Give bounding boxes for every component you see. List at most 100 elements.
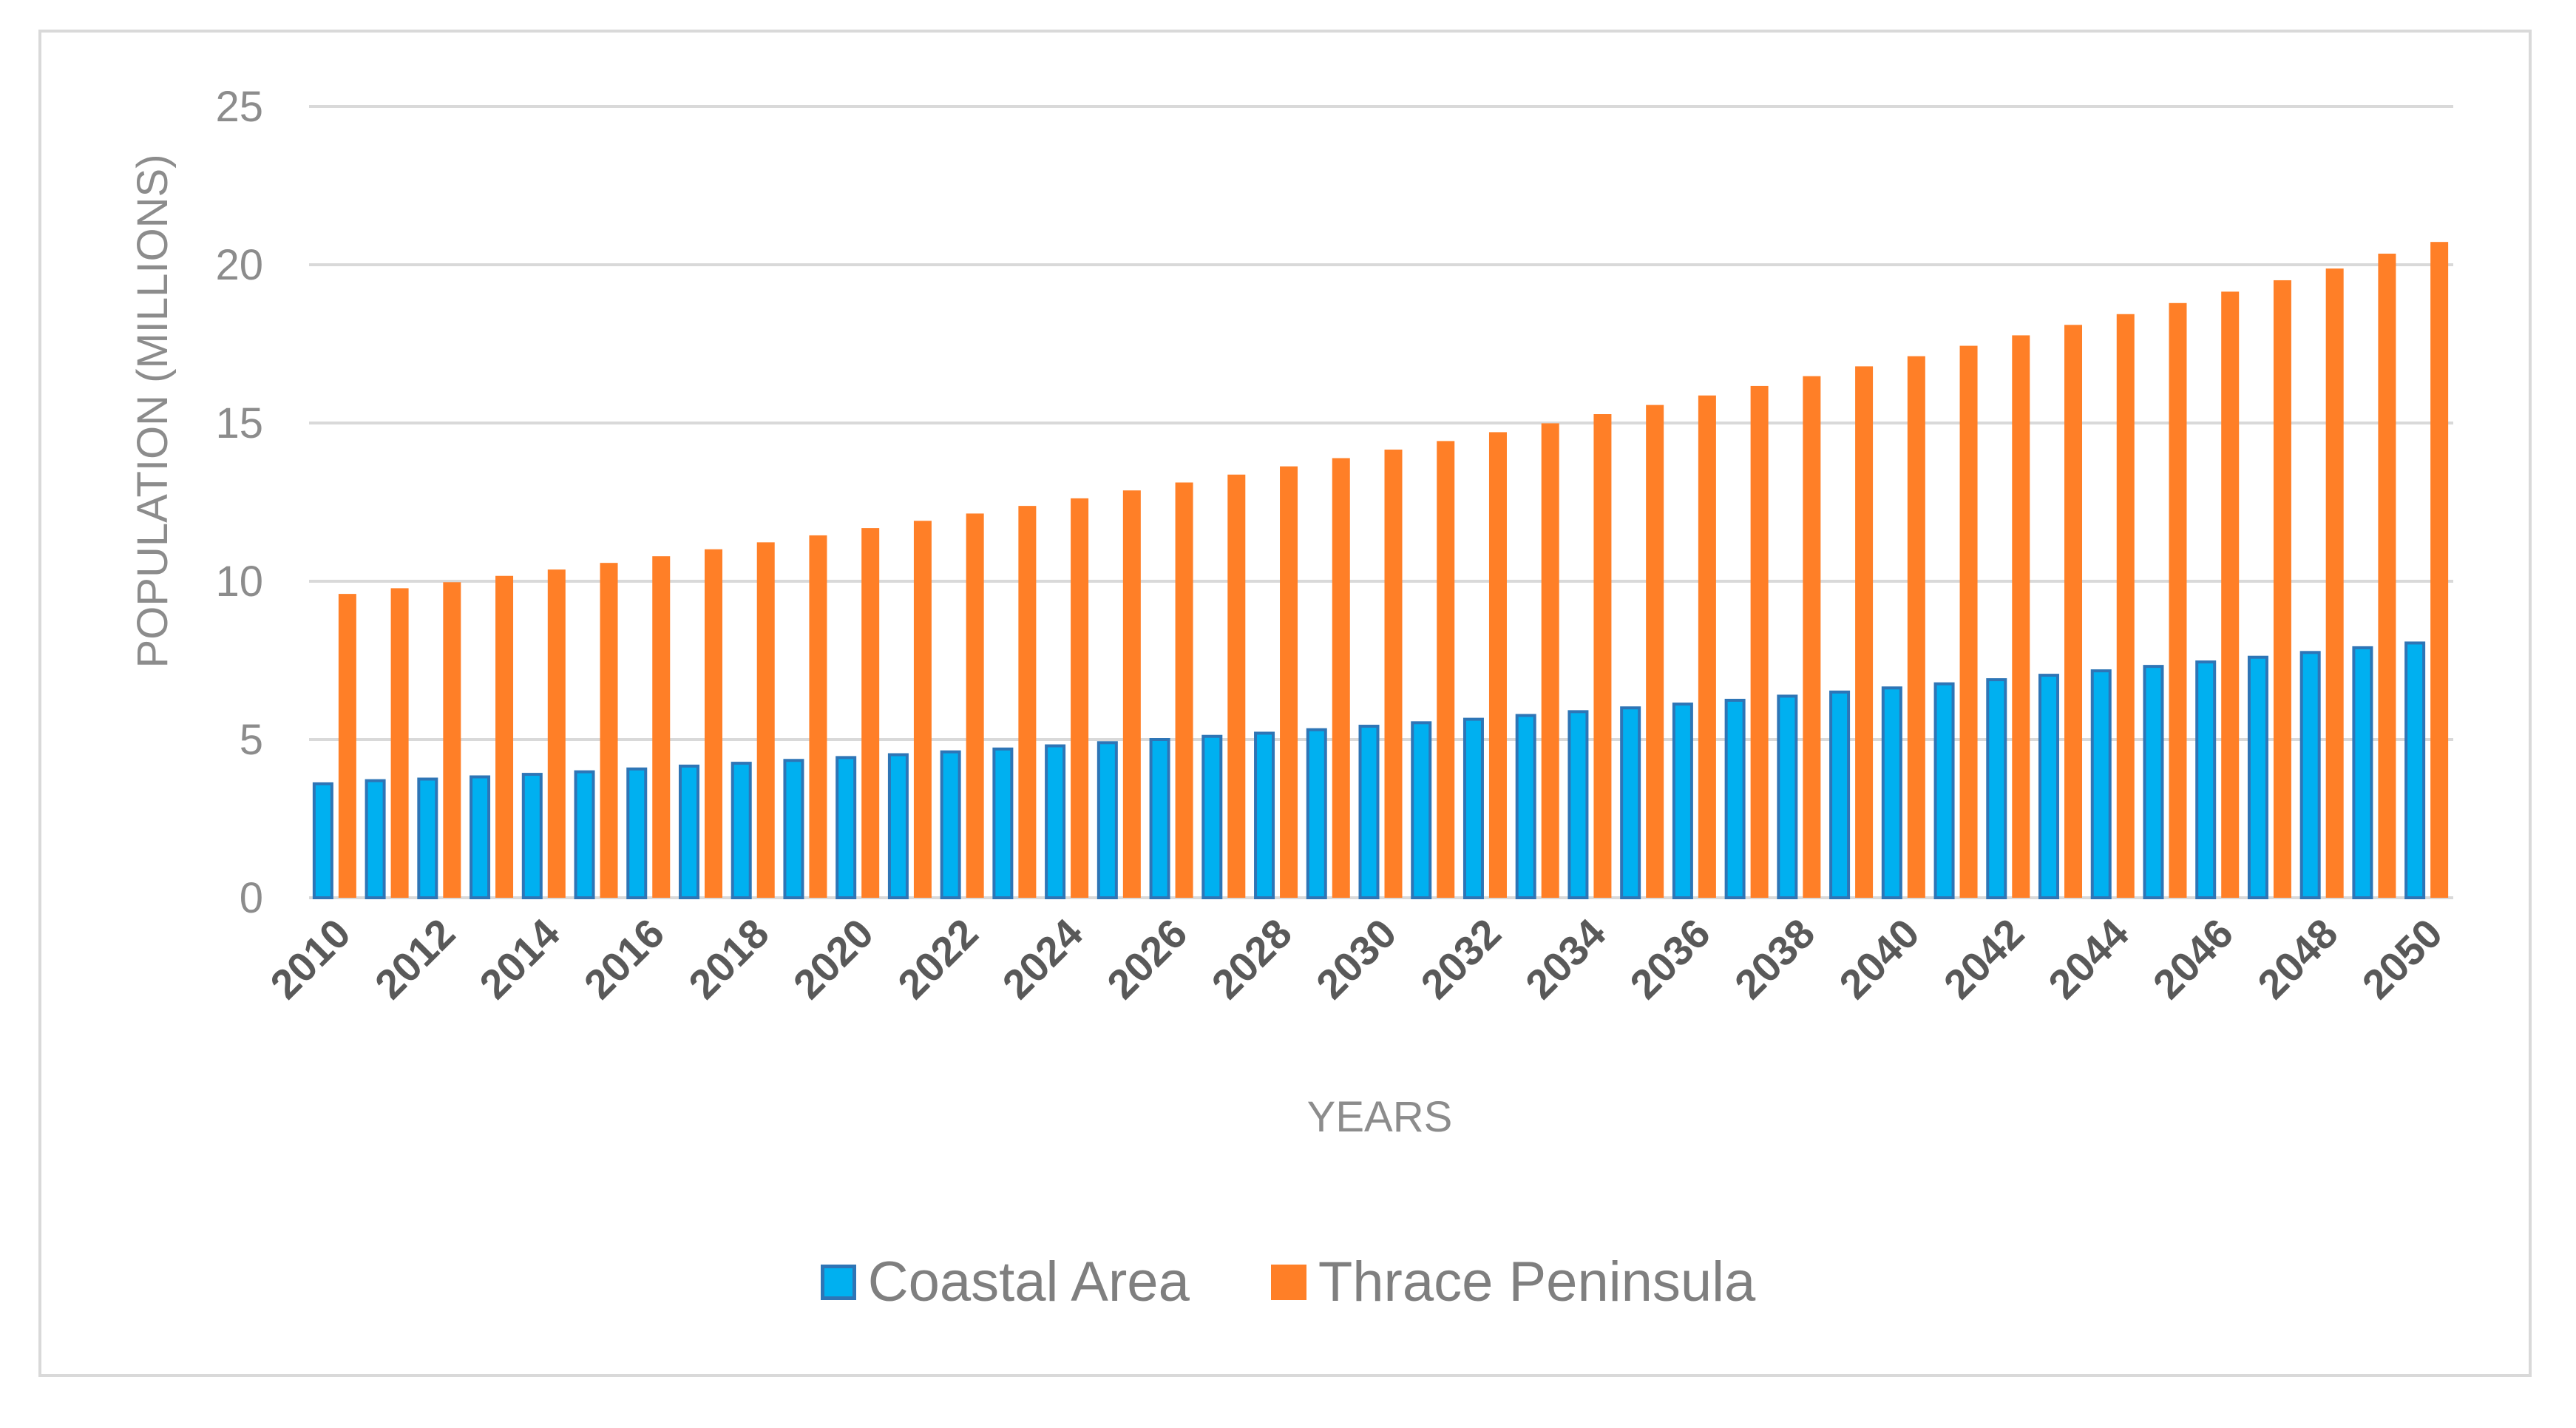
x-tick-label: 2044 [2039, 910, 2138, 1008]
bar-coastal-area-2039[interactable] [1829, 690, 1851, 899]
bar-thrace-peninsula-2024[interactable] [1071, 498, 1089, 898]
bar-coastal-area-2036[interactable] [1672, 703, 1693, 900]
bar-coastal-area-2045[interactable] [2143, 665, 2164, 900]
bar-coastal-area-2028[interactable] [1254, 731, 1275, 899]
bar-coastal-area-2011[interactable] [365, 779, 386, 900]
bar-thrace-peninsula-2029[interactable] [1332, 458, 1350, 898]
bar-thrace-peninsula-2023[interactable] [1018, 506, 1037, 898]
bar-coastal-area-2046[interactable] [2195, 660, 2217, 899]
bar-thrace-peninsula-2019[interactable] [809, 535, 827, 898]
legend-item-thrace-peninsula[interactable]: Thrace Peninsula [1270, 1250, 1755, 1314]
x-tick-label: 2036 [1621, 910, 1719, 1008]
bar-coastal-area-2029[interactable] [1306, 728, 1327, 899]
bar-thrace-peninsula-2041[interactable] [1959, 345, 1978, 898]
x-tick-label: 2040 [1830, 910, 1928, 1008]
bar-coastal-area-2041[interactable] [1933, 682, 1955, 899]
bar-thrace-peninsula-2017[interactable] [704, 549, 722, 898]
bar-thrace-peninsula-2013[interactable] [495, 575, 514, 898]
bar-coastal-area-2018[interactable] [731, 762, 752, 899]
x-tick-label: 2028 [1202, 910, 1301, 1008]
bar-thrace-peninsula-2034[interactable] [1593, 414, 1612, 898]
bar-thrace-peninsula-2043[interactable] [2064, 325, 2083, 898]
bar-thrace-peninsula-2021[interactable] [913, 521, 932, 898]
bar-thrace-peninsula-2011[interactable] [390, 588, 409, 898]
bar-coastal-area-2019[interactable] [783, 759, 804, 900]
bar-thrace-peninsula-2038[interactable] [1803, 376, 1821, 898]
bar-coastal-area-2021[interactable] [887, 753, 909, 899]
bar-coastal-area-2034[interactable] [1567, 710, 1589, 899]
bar-thrace-peninsula-2032[interactable] [1488, 432, 1507, 898]
bar-thrace-peninsula-2026[interactable] [1175, 482, 1193, 898]
bar-coastal-area-2049[interactable] [2352, 646, 2373, 899]
bar-coastal-area-2025[interactable] [1097, 741, 1118, 900]
bar-thrace-peninsula-2042[interactable] [2012, 335, 2030, 899]
bar-coastal-area-2042[interactable] [1986, 678, 2007, 899]
bar-coastal-area-2050[interactable] [2404, 641, 2426, 900]
bar-coastal-area-2030[interactable] [1358, 725, 1380, 899]
bar-coastal-area-2026[interactable] [1149, 738, 1170, 899]
bar-thrace-peninsula-2025[interactable] [1122, 490, 1141, 898]
legend-item-coastal-area[interactable]: Coastal Area [820, 1250, 1190, 1314]
bar-thrace-peninsula-2037[interactable] [1750, 385, 1769, 898]
bar-coastal-area-2014[interactable] [521, 773, 543, 899]
bar-coastal-area-2024[interactable] [1045, 744, 1066, 899]
bar-thrace-peninsula-2012[interactable] [443, 582, 461, 898]
bar-coastal-area-2023[interactable] [992, 747, 1014, 900]
bar-thrace-peninsula-2010[interactable] [338, 594, 356, 898]
y-tick-labels: 0 5 10 15 20 25 [215, 83, 263, 922]
bar-coastal-area-2037[interactable] [1724, 698, 1746, 899]
bar-thrace-peninsula-2035[interactable] [1646, 405, 1664, 898]
bar-thrace-peninsula-2046[interactable] [2221, 291, 2240, 898]
y-axis-label: POPULATION (MILLIONS) [129, 154, 177, 668]
bar-coastal-area-2043[interactable] [2038, 674, 2060, 900]
bar-thrace-peninsula-2014[interactable] [547, 569, 566, 898]
bar-coastal-area-2047[interactable] [2247, 655, 2268, 899]
bar-coastal-area-2012[interactable] [417, 777, 438, 899]
bar-coastal-area-2015[interactable] [574, 770, 595, 899]
x-tick-label: 2016 [575, 910, 674, 1008]
y-tick-label: 5 [240, 716, 263, 764]
bar-thrace-peninsula-2039[interactable] [1855, 366, 1874, 898]
bar-coastal-area-2044[interactable] [2090, 669, 2112, 900]
bar-coastal-area-2017[interactable] [678, 764, 699, 900]
bar-coastal-area-2022[interactable] [940, 750, 961, 900]
bar-thrace-peninsula-2018[interactable] [756, 542, 775, 898]
bar-thrace-peninsula-2020[interactable] [861, 528, 880, 898]
bar-thrace-peninsula-2044[interactable] [2116, 314, 2135, 898]
x-tick-label: 2046 [2144, 910, 2243, 1008]
bar-coastal-area-2033[interactable] [1515, 714, 1536, 899]
bar-thrace-peninsula-2048[interactable] [2325, 268, 2344, 898]
bar-thrace-peninsula-2016[interactable] [652, 556, 671, 898]
bar-thrace-peninsula-2022[interactable] [966, 513, 984, 898]
bar-thrace-peninsula-2050[interactable] [2430, 242, 2449, 899]
bar-coastal-area-2040[interactable] [1881, 686, 1902, 900]
bar-coastal-area-2031[interactable] [1411, 721, 1432, 899]
bar-thrace-peninsula-2049[interactable] [2378, 254, 2396, 898]
bar-thrace-peninsula-2033[interactable] [1541, 423, 1559, 898]
x-tick-label: 2024 [993, 910, 1091, 1008]
bar-coastal-area-2048[interactable] [2299, 651, 2321, 899]
bar-thrace-peninsula-2031[interactable] [1437, 441, 1455, 898]
bar-thrace-peninsula-2040[interactable] [1907, 356, 1925, 898]
bar-coastal-area-2038[interactable] [1777, 694, 1798, 899]
bar-thrace-peninsula-2030[interactable] [1384, 449, 1403, 898]
bar-thrace-peninsula-2045[interactable] [2169, 302, 2187, 899]
bar-thrace-peninsula-2027[interactable] [1227, 474, 1246, 898]
bar-coastal-area-2013[interactable] [470, 775, 491, 900]
x-tick-label: 2050 [2353, 910, 2451, 1008]
bar-thrace-peninsula-2028[interactable] [1280, 466, 1298, 898]
bar-coastal-area-2032[interactable] [1462, 717, 1484, 899]
x-tick-label: 2048 [2248, 910, 2347, 1008]
x-tick-label: 2034 [1516, 910, 1615, 1008]
bar-coastal-area-2027[interactable] [1201, 734, 1223, 899]
bar-coastal-area-2016[interactable] [626, 767, 648, 899]
legend-swatch-coastal-area [820, 1264, 856, 1300]
x-tick-label: 2030 [1307, 910, 1406, 1008]
bar-coastal-area-2035[interactable] [1620, 706, 1641, 899]
bar-thrace-peninsula-2047[interactable] [2273, 280, 2291, 898]
bar-coastal-area-2020[interactable] [835, 756, 857, 899]
bar-coastal-area-2010[interactable] [312, 782, 333, 900]
bar-thrace-peninsula-2036[interactable] [1698, 395, 1716, 898]
bar-thrace-peninsula-2015[interactable] [600, 563, 618, 898]
